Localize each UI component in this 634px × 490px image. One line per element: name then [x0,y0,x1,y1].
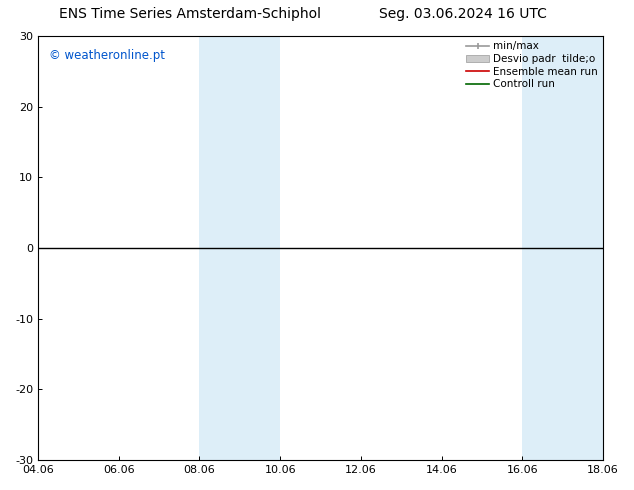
Text: © weatheronline.pt: © weatheronline.pt [49,49,165,62]
Legend: min/max, Desvio padr  tilde;o, Ensemble mean run, Controll run: min/max, Desvio padr tilde;o, Ensemble m… [464,39,600,91]
Bar [522,36,603,460]
Text: ENS Time Series Amsterdam-Schiphol: ENS Time Series Amsterdam-Schiphol [59,7,321,22]
Bar [200,36,280,460]
Text: Seg. 03.06.2024 16 UTC: Seg. 03.06.2024 16 UTC [379,7,547,22]
